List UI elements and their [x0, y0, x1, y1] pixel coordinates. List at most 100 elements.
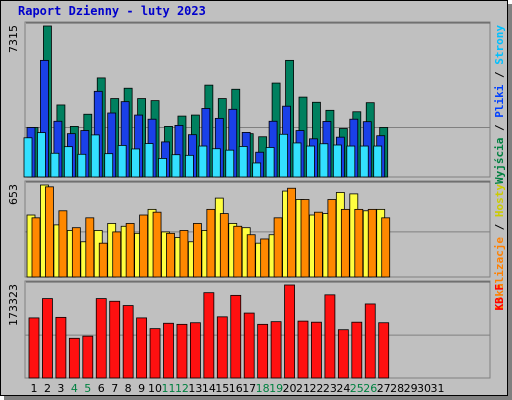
bar-kbf-kbf-day-22	[311, 321, 322, 379]
bar-visits-strony-day-10	[144, 143, 154, 178]
bar-visitors-lokalizacje-day-15	[219, 213, 229, 278]
bar-visits-strony-day-6	[90, 134, 100, 178]
bar-kbf-kbf-day-4	[68, 337, 80, 379]
bar-visitors-lokalizacje-day-24	[340, 208, 350, 278]
x-tick-label: 4	[71, 382, 78, 395]
x-tick-label: 6	[98, 382, 105, 395]
x-tick-label: 29	[404, 382, 418, 395]
bar-visitors-lokalizacje-day-27	[381, 217, 391, 278]
bar-visitors-lokalizacje-day-25	[354, 208, 364, 278]
bar-visitors-lokalizacje-day-6	[98, 242, 108, 278]
bar-visitors-lokalizacje-day-19	[273, 217, 283, 278]
x-tick-label: 20	[283, 382, 297, 395]
bar-visitors-lokalizacje-day-3	[58, 210, 68, 278]
x-tick-label: 8	[125, 382, 132, 395]
x-tick-label: 13	[188, 382, 202, 395]
series-legend-kbf: KB F	[493, 284, 506, 311]
bar-visits-strony-day-5	[77, 153, 87, 178]
bar-visits-strony-day-3	[50, 152, 60, 178]
bar-visits-strony-day-22	[306, 145, 315, 178]
bar-visits-strony-day-27	[373, 145, 383, 178]
panel-visitors: 653 Lokalizacje / Hosty	[7, 180, 506, 310]
x-tick-label: 25	[350, 382, 364, 395]
x-tick-label: 5	[84, 382, 91, 395]
legend-entry: Lokalizacje	[493, 237, 506, 310]
bar-visitors-lokalizacje-day-21	[300, 199, 310, 278]
bar-visits-strony-day-13	[184, 154, 194, 178]
x-tick-label: 10	[148, 382, 162, 395]
x-tick-label: 3	[57, 382, 64, 395]
bar-kbf-kbf-day-25	[351, 321, 363, 379]
legend-entry: /	[493, 65, 506, 85]
bar-visitors-lokalizacje-day-23	[327, 199, 337, 278]
panel-visits: 7315 Wyjścia / Pliki / Strony	[7, 21, 506, 184]
x-tick-label: 9	[138, 382, 145, 395]
x-tick-label: 11	[162, 382, 176, 395]
bar-visitors-lokalizacje-day-5	[85, 217, 95, 278]
bar-visitors-lokalizacje-day-20	[287, 187, 296, 278]
x-tick-label: 7	[111, 382, 118, 395]
legend-entry: Wyjścia	[493, 138, 506, 184]
x-tick-label: 19	[269, 382, 283, 395]
bar-visitors-lokalizacje-day-4	[71, 227, 81, 278]
bar-visitors-lokalizacje-day-14	[206, 208, 216, 278]
bar-visits-strony-day-21	[292, 142, 302, 178]
bar-kbf-kbf-day-10	[149, 328, 161, 379]
x-tick-label: 16	[229, 382, 243, 395]
legend-entry: Hosty	[493, 184, 506, 217]
x-tick-label: 23	[323, 382, 337, 395]
x-tick-label: 28	[390, 382, 404, 395]
bar-visits-strony-day-8	[117, 145, 127, 178]
bar-visits-strony-day-9	[131, 148, 141, 178]
bar-kbf-kbf-day-15	[216, 316, 228, 379]
legend-entry: /	[493, 217, 506, 237]
bar-kbf-kbf-day-21	[297, 320, 309, 379]
panel-kbf: 173323 KB F	[7, 280, 506, 379]
bar-kbf-kbf-day-17	[243, 312, 255, 379]
x-tick-label: 22	[309, 382, 323, 395]
bar-kbf-kbf-day-24	[337, 329, 349, 379]
bar-visitors-lokalizacje-day-2	[45, 186, 54, 278]
x-tick-label: 14	[202, 382, 216, 395]
bar-visits-strony-day-2	[37, 132, 46, 178]
bar-visitors-lokalizacje-day-13	[192, 223, 202, 278]
bar-visitors-lokalizacje-day-9	[139, 214, 149, 278]
bar-visitors-lokalizacje-day-7	[112, 231, 122, 278]
bar-visitors-lokalizacje-day-18	[260, 238, 270, 278]
bar-visits-strony-day-1	[23, 137, 33, 178]
x-tick-label: 18	[256, 382, 270, 395]
bar-visits-strony-day-25	[346, 145, 356, 178]
bar-visits-strony-day-20	[279, 133, 288, 178]
bar-kbf-kbf-day-14	[203, 292, 215, 379]
bar-visits-strony-day-26	[359, 145, 369, 178]
x-tick-label: 17	[242, 382, 256, 395]
y-max-label: 173323	[7, 284, 20, 326]
bar-visitors-lokalizacje-day-12	[179, 230, 189, 278]
bar-kbf-kbf-day-9	[136, 317, 148, 379]
bar-visits-strony-day-18	[252, 162, 262, 178]
bar-kbf-kbf-day-11	[163, 322, 174, 379]
bar-visits-strony-day-7	[104, 153, 114, 178]
bar-kbf-kbf-day-3	[55, 316, 67, 379]
legend-entry: /	[493, 118, 506, 138]
y-max-label: 653	[7, 184, 20, 205]
bar-kbf-kbf-day-16	[230, 294, 242, 379]
bar-kbf-kbf-day-1	[28, 317, 40, 379]
bar-kbf-kbf-day-2	[42, 298, 53, 379]
legend-entry: Pliki	[493, 84, 506, 117]
bar-visits-strony-day-19	[265, 147, 275, 178]
bar-kbf-kbf-day-27	[378, 322, 390, 379]
bar-visitors-lokalizacje-day-1	[31, 217, 41, 278]
y-max-label: 7315	[7, 25, 20, 53]
bar-visits-strony-day-17	[238, 146, 248, 178]
bar-kbf-kbf-day-23	[324, 294, 336, 379]
x-tick-label: 21	[296, 382, 310, 395]
bar-visitors-lokalizacje-day-8	[125, 223, 135, 278]
bar-kbf-kbf-day-13	[189, 322, 201, 379]
bar-kbf-kbf-day-12	[176, 323, 188, 379]
x-tick-label: 27	[377, 382, 391, 395]
legend-entry: KB F	[493, 284, 506, 311]
bar-visitors-lokalizacje-day-22	[314, 211, 323, 278]
x-tick-label: 31	[431, 382, 445, 395]
bar-visitors-lokalizacje-day-11	[166, 232, 175, 278]
